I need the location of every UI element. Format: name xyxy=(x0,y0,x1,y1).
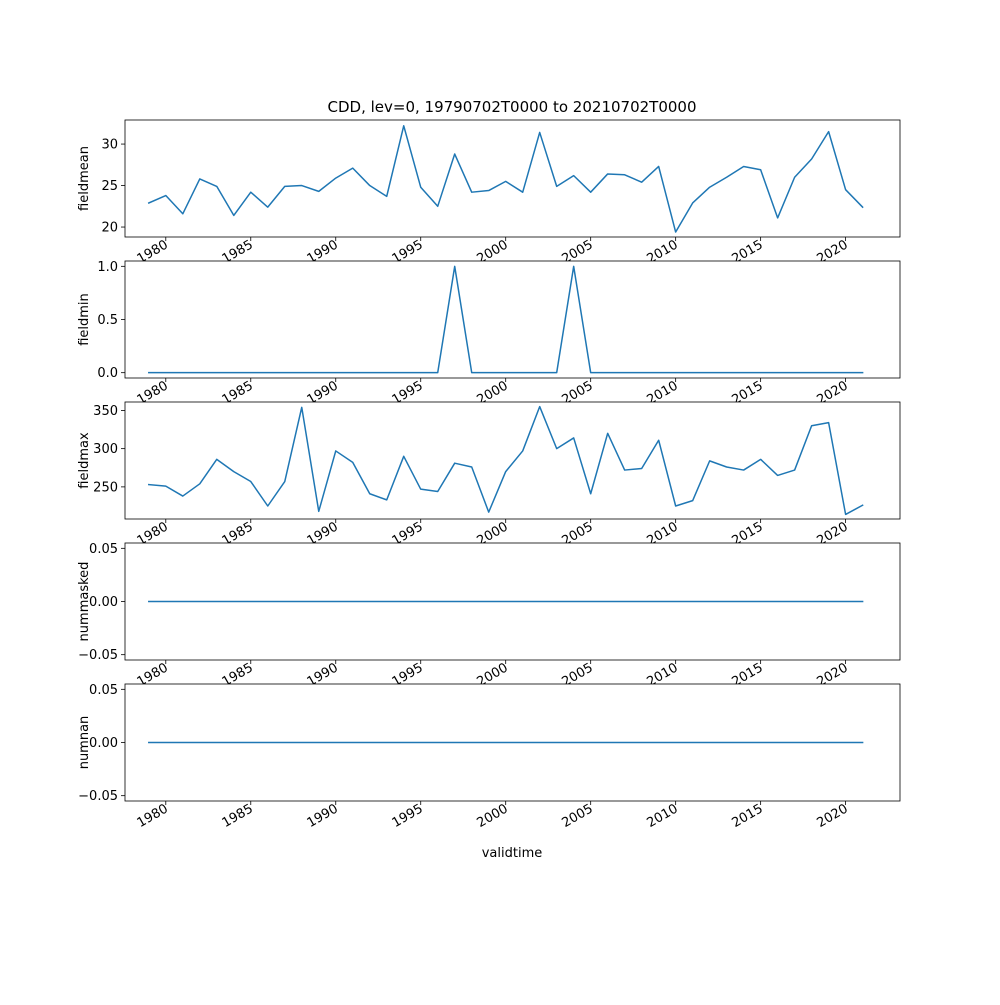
x-tick-label: 2010 xyxy=(644,801,680,831)
x-tick-label: 1995 xyxy=(390,660,426,690)
y-tick-label: −0.05 xyxy=(78,648,118,663)
x-tick-label: 1980 xyxy=(135,660,171,690)
x-tick-label: 2015 xyxy=(729,660,765,690)
y-tick-label: 350 xyxy=(93,404,118,419)
y-tick-label: 300 xyxy=(93,442,118,457)
x-tick-labels: 1980 1985 1990 1995 2000 2005 2010 2015 2020 xyxy=(135,378,851,408)
axes-frame xyxy=(124,401,901,520)
x-tick-label: 1995 xyxy=(390,519,426,549)
x-tick-label: 2015 xyxy=(729,519,765,549)
series-line-fieldmin xyxy=(148,265,864,374)
x-tick-label: 2005 xyxy=(560,237,596,267)
subplot-fieldmin: 0.0 0.5 1.0 fieldmin 1980 1985 1990 1995 2000 200… xyxy=(77,260,901,408)
y-tick-label: 250 xyxy=(93,480,118,495)
x-tick-label: 1985 xyxy=(220,660,256,690)
y-tick-label: 30 xyxy=(101,138,118,153)
x-tick-label: 2010 xyxy=(644,519,680,549)
x-tick-label: 1980 xyxy=(135,801,171,831)
x-tick-label: 1990 xyxy=(305,660,341,690)
x-tick-label: 2015 xyxy=(729,237,765,267)
x-tick-labels: 1980 1985 1990 1995 2000 2005 2010 2015 2020 xyxy=(135,801,851,831)
axes-frame xyxy=(124,260,901,379)
subplot-numnan: −0.05 0.00 0.05 numnan 1980 1985 1990 1995 2000 2… xyxy=(77,683,901,831)
x-tick-label: 2000 xyxy=(475,801,511,831)
chart-title: CDD, lev=0, 19790702T0000 to 20210702T00… xyxy=(328,98,697,116)
y-tick-label: 1.0 xyxy=(97,260,118,275)
y-tick-label: 0.05 xyxy=(89,683,118,698)
y-axis-label: fieldmin xyxy=(77,293,92,346)
y-tick-label: 20 xyxy=(101,221,118,236)
x-tick-label: 2005 xyxy=(560,378,596,408)
y-tick-label: 0.5 xyxy=(97,313,118,328)
x-tick-labels: 1980 1985 1990 1995 2000 2005 2010 2015 2020 xyxy=(135,237,851,267)
x-tick-label: 2005 xyxy=(560,801,596,831)
y-tick-label: 0.0 xyxy=(97,366,118,381)
x-tick-label: 2010 xyxy=(644,660,680,690)
x-tick-label: 2000 xyxy=(475,378,511,408)
x-tick-label: 1990 xyxy=(305,519,341,549)
x-tick-label: 1995 xyxy=(390,801,426,831)
x-tick-label: 2010 xyxy=(644,237,680,267)
series-line-fieldmax xyxy=(147,405,864,516)
x-tick-label: 2020 xyxy=(814,378,850,408)
x-tick-label: 1995 xyxy=(390,378,426,408)
y-axis-label: fieldmax xyxy=(77,432,92,489)
x-tick-label: 1985 xyxy=(220,801,256,831)
x-tick-label: 1980 xyxy=(135,378,171,408)
x-tick-label: 1980 xyxy=(135,519,171,549)
y-tick-label: 25 xyxy=(101,179,118,194)
x-tick-labels: 1980 1985 1990 1995 2000 2005 2010 2015 2020 xyxy=(135,660,851,690)
x-tick-label: 1985 xyxy=(220,237,256,267)
x-tick-label: 2000 xyxy=(475,237,511,267)
x-tick-labels: 1980 1985 1990 1995 2000 2005 2010 2015 2020 xyxy=(135,519,851,549)
x-tick-label: 2020 xyxy=(814,237,850,267)
x-tick-label: 2020 xyxy=(814,519,850,549)
y-tick-label: 0.00 xyxy=(89,736,118,751)
subplot-nummasked: −0.05 0.00 0.05 nummasked 1980 1985 1990 1995 20… xyxy=(77,542,901,690)
y-tick-label: 0.05 xyxy=(89,542,118,557)
x-tick-label: 1985 xyxy=(220,378,256,408)
x-tick-label: 1990 xyxy=(305,801,341,831)
x-tick-label: 1990 xyxy=(305,237,341,267)
x-tick-label: 2000 xyxy=(475,660,511,690)
x-tick-label: 2015 xyxy=(729,801,765,831)
x-tick-label: 2010 xyxy=(644,378,680,408)
x-tick-label: 2015 xyxy=(729,378,765,408)
series-line-fieldmean xyxy=(147,125,864,233)
axes-frame xyxy=(124,119,901,238)
x-tick-label: 2020 xyxy=(814,660,850,690)
x-tick-label: 1980 xyxy=(135,237,171,267)
subplot-fieldmean: 20 25 30 fieldmean 1980 1985 1990 1995 2000 2005 2… xyxy=(77,119,901,267)
y-axis-label: nummasked xyxy=(77,562,92,642)
x-tick-label: 2020 xyxy=(814,801,850,831)
y-axis-label: numnan xyxy=(77,716,92,770)
x-tick-label: 2005 xyxy=(560,519,596,549)
y-tick-label: −0.05 xyxy=(78,789,118,804)
x-tick-label: 1990 xyxy=(305,378,341,408)
x-tick-label: 2005 xyxy=(560,660,596,690)
y-axis-label: fieldmean xyxy=(77,146,92,211)
x-tick-label: 1995 xyxy=(390,237,426,267)
x-tick-label: 2000 xyxy=(475,519,511,549)
x-axis-label: validtime xyxy=(482,846,543,861)
y-tick-label: 0.00 xyxy=(89,595,118,610)
x-tick-label: 1985 xyxy=(220,519,256,549)
